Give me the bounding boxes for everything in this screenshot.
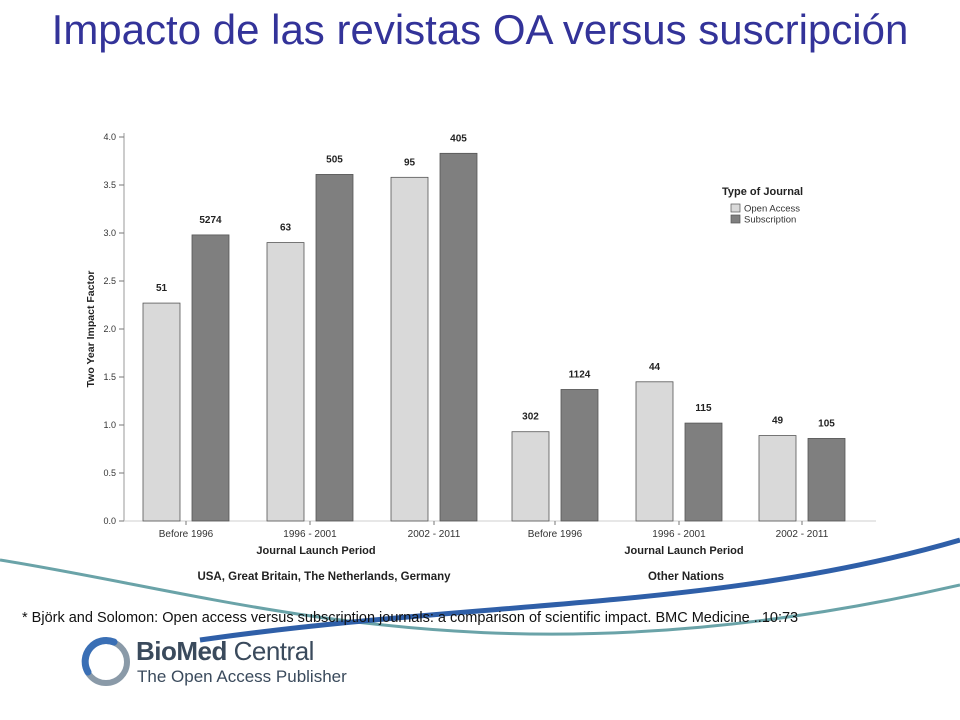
chart-texts: 0.0 0.5 1.0 1.5 2.0 2.5 3.0 3.5 4.0 Two Year Impa… (85, 132, 835, 583)
panel-region-label: Other Nations (648, 571, 724, 583)
bar-count-label: 115 (695, 403, 712, 414)
y-tick-label: 3.0 (103, 228, 116, 238)
bar-open-access (511, 431, 550, 522)
legend-swatch (730, 214, 741, 224)
bar-subscription (439, 152, 478, 522)
bar-subscription (560, 389, 599, 522)
chart-axes (119, 133, 876, 525)
bar-count-label: 405 (450, 133, 467, 144)
legend-title: Type of Journal (722, 186, 803, 198)
legend-entry-label: Subscription (744, 215, 796, 226)
y-tick-label: 2.0 (103, 324, 116, 334)
bar-count-label: 505 (326, 154, 343, 165)
x-tick-label: 2002 - 2011 (776, 529, 829, 540)
bar-count-label: 63 (280, 223, 292, 234)
x-tick-label: Before 1996 (528, 529, 583, 540)
bar-subscription (315, 174, 354, 522)
y-tick-label: 4.0 (103, 132, 116, 142)
bar-count-label: 105 (818, 418, 835, 429)
x-tick-label: 1996 - 2001 (283, 529, 337, 540)
citation-text: * Björk and Solomon: Open access versus … (22, 610, 799, 626)
bar-open-access (390, 176, 429, 522)
logo-ring-icon (81, 637, 130, 686)
y-tick-label: 0.0 (103, 516, 116, 526)
bar-count-label: 49 (772, 416, 784, 427)
bar-count-label: 95 (404, 157, 416, 168)
impact-factor-bar-chart: 0.0 0.5 1.0 1.5 2.0 2.5 3.0 3.5 4.0 Two Year Impa… (85, 132, 876, 583)
bar-open-access (142, 302, 181, 522)
x-axis-label: Journal Launch Period (624, 545, 743, 557)
bar-subscription (807, 438, 846, 522)
panel-region-label: USA, Great Britain, The Netherlands, Ger… (197, 571, 451, 583)
bar-count-label: 1124 (569, 369, 591, 380)
bar-open-access (758, 435, 797, 522)
swoosh-blue-line (199, 537, 960, 643)
logo-tagline: The Open Access Publisher (137, 667, 347, 686)
y-tick-label: 3.5 (103, 180, 116, 190)
y-tick-label: 1.0 (103, 420, 116, 430)
logo-name-bold: BioMed (136, 636, 227, 666)
y-tick-label: 1.5 (103, 372, 116, 382)
logo-name: BioMed Central (136, 636, 314, 667)
bar-open-access (635, 381, 674, 522)
y-axis-label: Two Year Impact Factor (85, 271, 97, 388)
biomed-central-logo: BioMed Central The Open Access Publisher (80, 632, 360, 692)
legend-swatch (730, 203, 741, 213)
legend-entry-label: Open Access (744, 204, 800, 215)
y-tick-label: 0.5 (103, 468, 116, 478)
y-tick-label: 2.5 (103, 276, 116, 286)
bar-count-label: 51 (156, 283, 168, 294)
bar-count-label: 44 (649, 362, 661, 373)
x-tick-label: 2002 - 2011 (408, 529, 461, 540)
bar-count-label: 5274 (199, 215, 222, 226)
x-axis-label: Journal Launch Period (256, 545, 375, 557)
x-tick-label: Before 1996 (159, 529, 214, 540)
bar-open-access (266, 242, 305, 522)
bar-subscription (684, 422, 723, 522)
chart-bars (142, 152, 846, 522)
bar-subscription (191, 234, 230, 522)
bar-count-label: 302 (522, 412, 539, 423)
x-tick-label: 1996 - 2001 (652, 529, 706, 540)
logo-name-light: Central (226, 636, 315, 666)
swoosh-teal-line (0, 558, 960, 636)
slide-title: Impacto de las revistas OA versus suscri… (51, 6, 909, 53)
